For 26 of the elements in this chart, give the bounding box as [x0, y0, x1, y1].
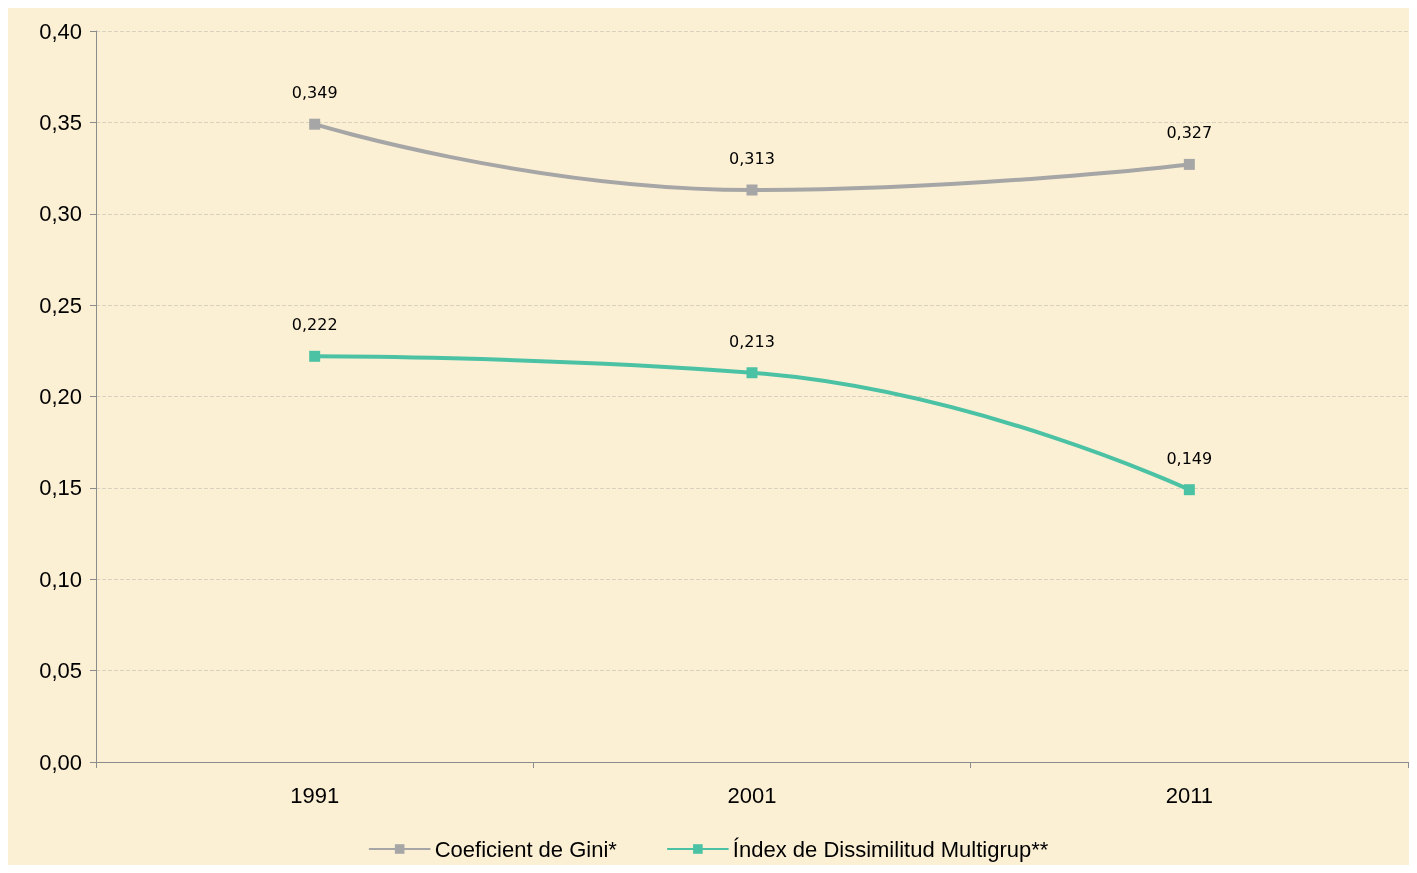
y-tick-label: 0,25: [39, 292, 82, 318]
x-tick-label: 2011: [1165, 782, 1213, 808]
y-tick-label: 0,40: [39, 18, 82, 44]
y-tick-label: 0,15: [39, 475, 82, 501]
y-tick-label: 0,10: [39, 566, 82, 592]
y-tick-label: 0,20: [39, 384, 82, 409]
point: [309, 350, 321, 362]
data-label: 0,349: [291, 83, 338, 103]
point: [1183, 484, 1195, 496]
data-label: 0,149: [1166, 448, 1213, 468]
data-label: 0,327: [1166, 123, 1213, 143]
data-label: 0,222: [291, 315, 338, 335]
point: [1183, 158, 1195, 170]
data-label: 0,313: [729, 148, 775, 168]
legend-label: Índex de Dissimilitud Multigrup**: [732, 836, 1049, 862]
y-tick-label: 0,30: [39, 201, 82, 227]
x-tick-label: 2001: [727, 782, 777, 808]
point: [309, 118, 321, 130]
legend-label: Coeficient de Gini*: [434, 836, 618, 862]
y-tick-label: 0,35: [39, 109, 82, 135]
x-tick-label: 1991: [290, 782, 340, 808]
point: [746, 184, 758, 196]
point: [746, 367, 758, 379]
data-label: 0,213: [729, 331, 775, 351]
y-tick-label: 0,00: [39, 749, 82, 775]
y-tick-label: 0,05: [39, 658, 82, 684]
